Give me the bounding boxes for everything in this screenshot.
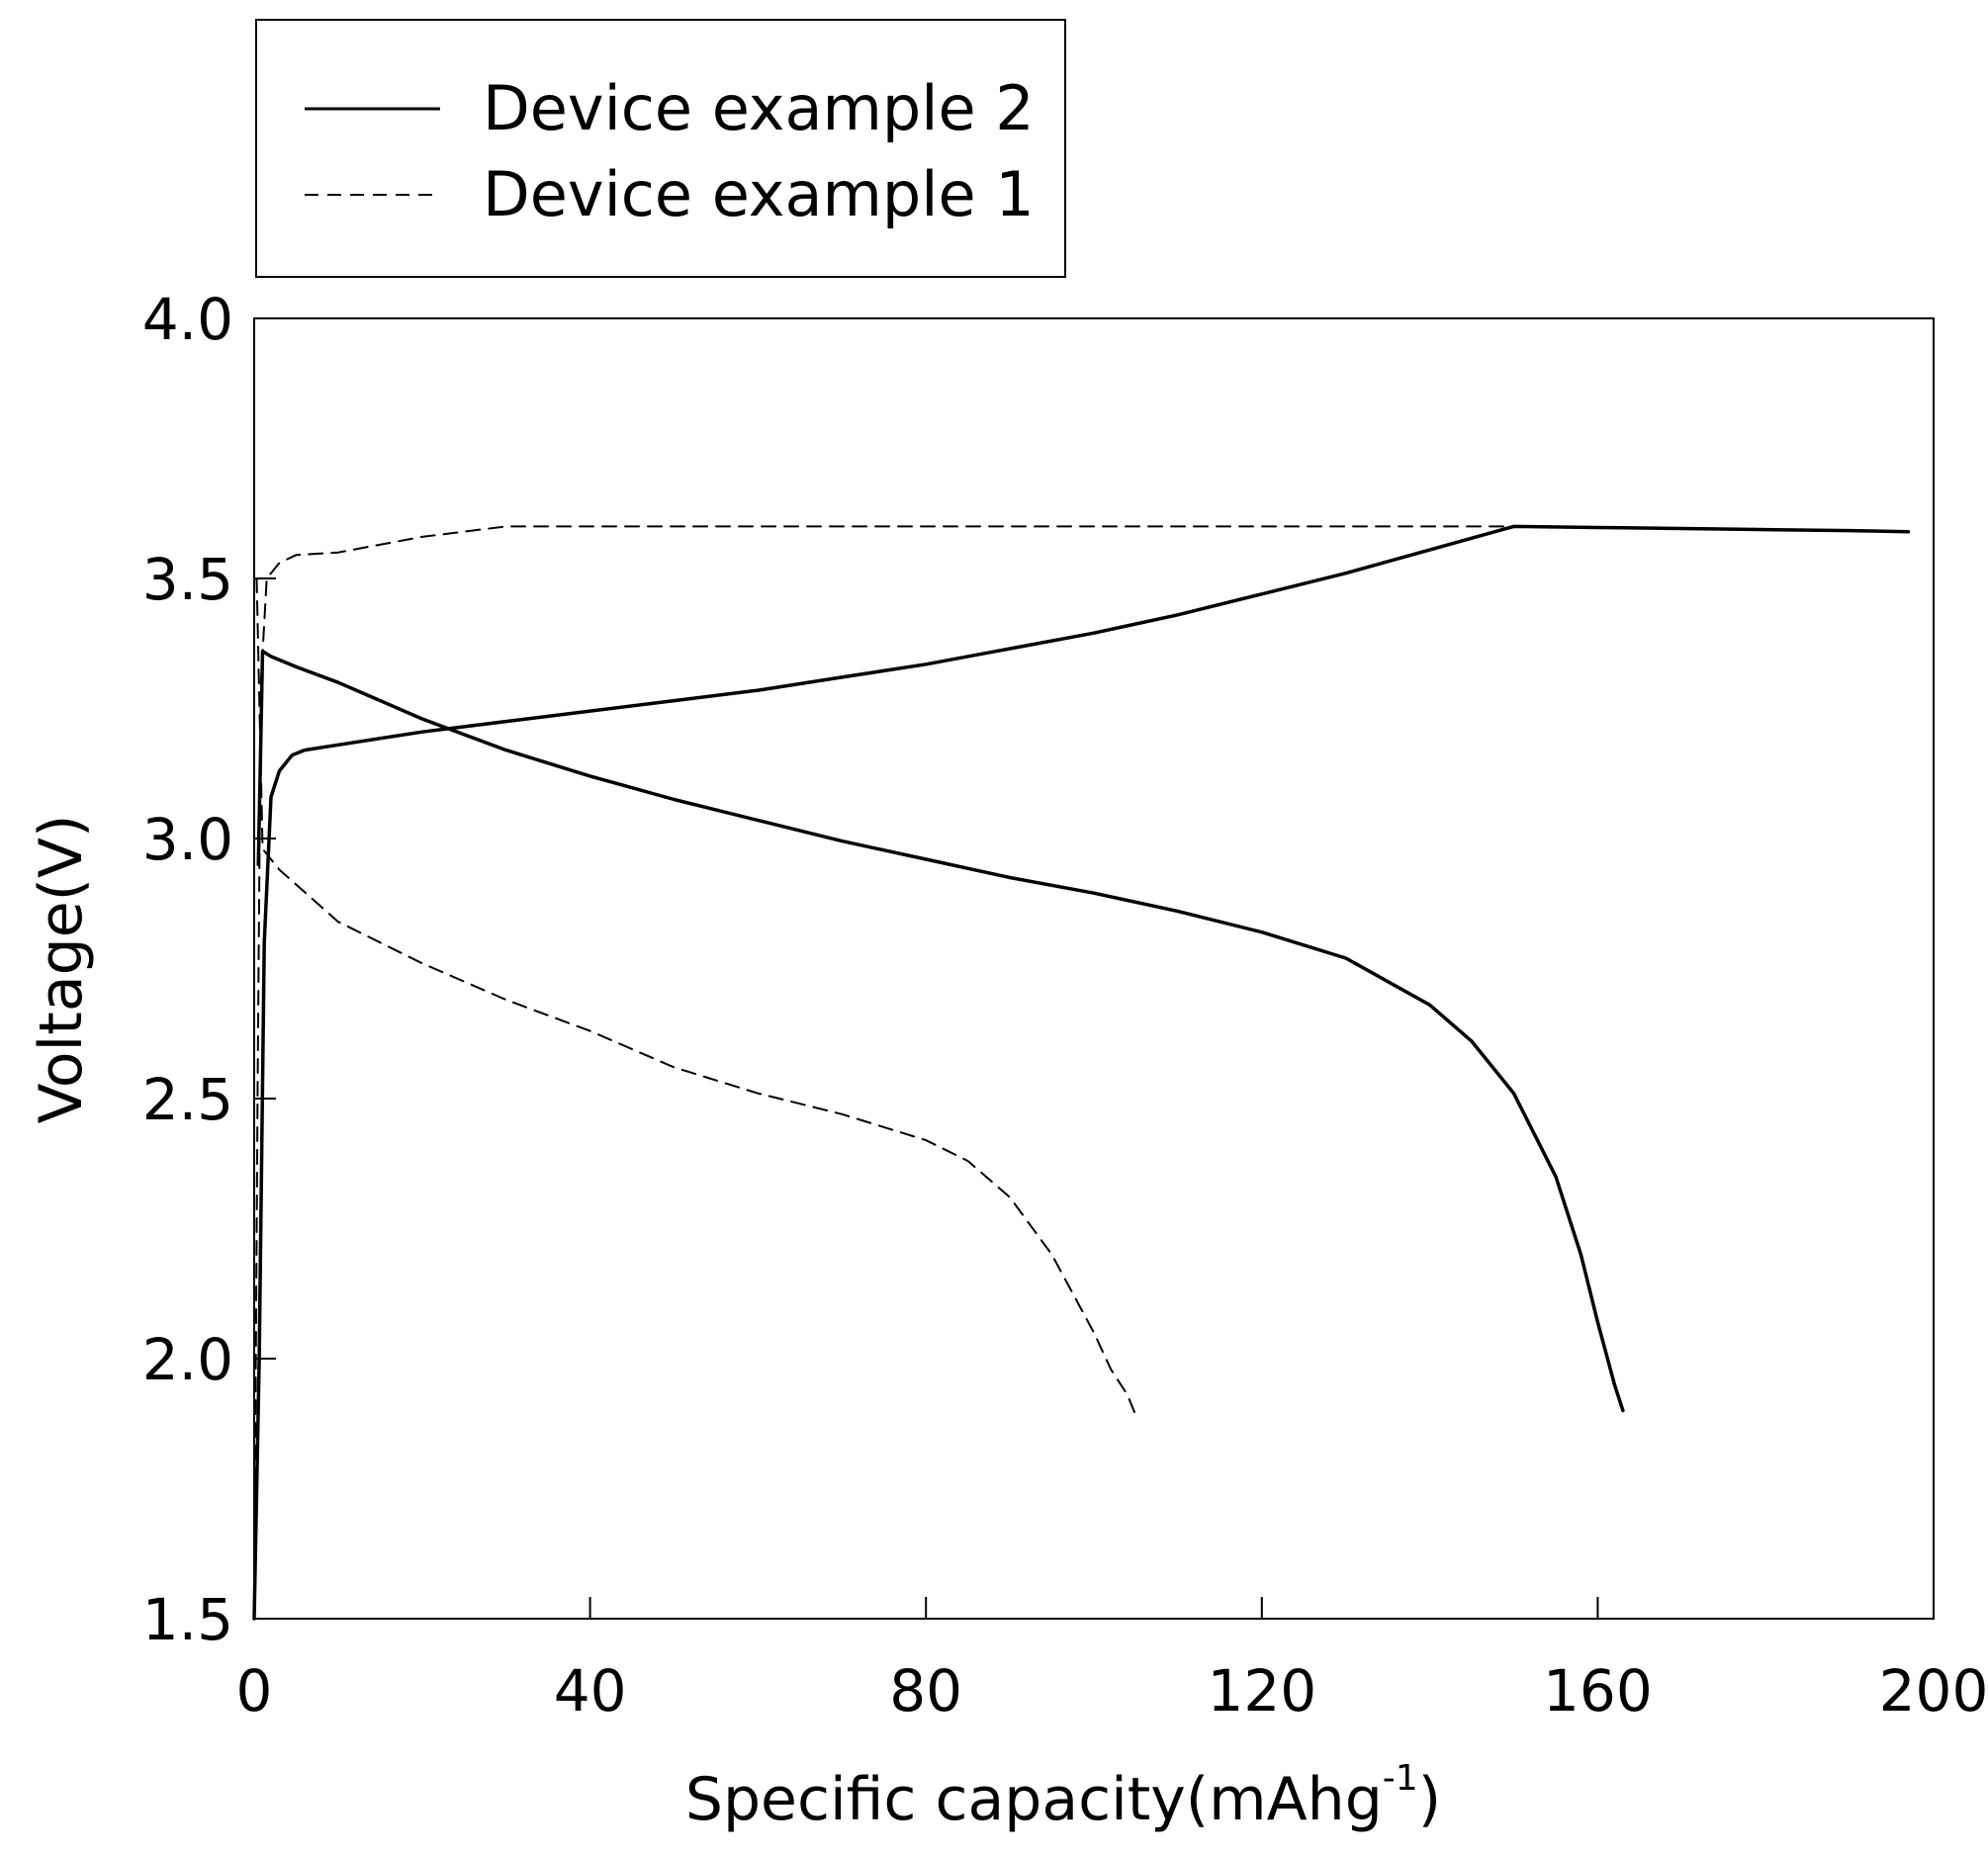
legend-box — [255, 19, 1066, 278]
y-tick-label: 2.0 — [142, 1326, 233, 1393]
x-tick-label: 160 — [1543, 1657, 1653, 1724]
y-tick-label: 1.5 — [142, 1586, 233, 1653]
x-axis-label-main: Specific capacity(mAhg — [685, 1765, 1383, 1834]
legend: Device example 2 Device example 1 — [255, 19, 1066, 278]
series-group — [252, 524, 1911, 1621]
series-line-device-example-2-charge — [252, 524, 1911, 1621]
plot-frame — [253, 317, 1935, 1620]
y-tick-label: 2.5 — [142, 1066, 233, 1133]
y-axis-label: Voltage(V) — [27, 815, 96, 1124]
series-line-device-example-2-discharge — [256, 649, 1625, 1413]
x-axis-label: Specific capacity(mAhg-1) — [685, 1758, 1441, 1834]
legend-label-device-example-2: Device example 2 — [483, 72, 1035, 144]
x-tick-label: 200 — [1879, 1657, 1988, 1724]
legend-label-device-example-1: Device example 1 — [483, 158, 1035, 230]
x-tick-label: 120 — [1207, 1657, 1316, 1724]
x-axis-label-suffix: ) — [1418, 1765, 1441, 1834]
x-tick-label: 40 — [554, 1657, 627, 1724]
x-tick-label: 0 — [236, 1657, 273, 1724]
x-axis-label-superscript: -1 — [1383, 1758, 1418, 1799]
series-line-device-example-1-discharge — [255, 577, 1137, 1417]
y-tick-label: 3.5 — [142, 546, 233, 613]
y-axis-ticks: 1.5 2.0 2.5 3.0 3.5 4.0 — [142, 286, 276, 1653]
series-line-device-example-1-charge — [253, 525, 1515, 1620]
x-axis-ticks: 0 40 80 120 160 200 — [236, 1597, 1988, 1724]
y-tick-label: 3.0 — [142, 806, 233, 873]
x-tick-label: 80 — [889, 1657, 962, 1724]
y-tick-label: 4.0 — [142, 286, 233, 353]
